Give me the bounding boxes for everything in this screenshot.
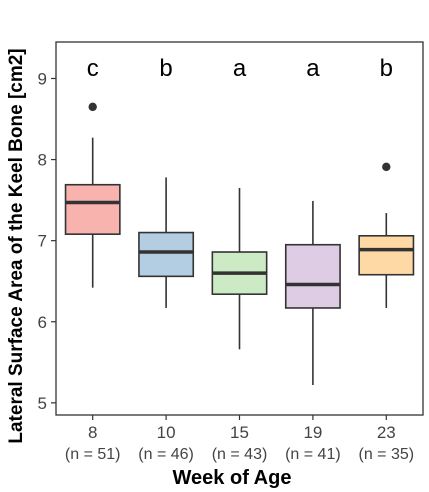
significance-letter: a (233, 55, 247, 82)
y-axis: 5 6 7 8 9 (38, 69, 56, 413)
x-sample-size-label: (n = 43) (212, 446, 268, 463)
y-tick-label: 6 (38, 313, 47, 332)
box-iqr (284, 243, 341, 309)
x-tick-label: 19 (303, 423, 322, 442)
x-tick-label: 23 (377, 423, 396, 442)
box-series (64, 102, 415, 385)
box-23 (358, 162, 415, 308)
outlier-point (382, 162, 391, 172)
box-8 (64, 102, 121, 288)
significance-letter: a (306, 55, 320, 82)
significance-letter: b (159, 55, 172, 82)
x-sample-size-label: (n = 46) (138, 446, 194, 463)
x-sample-size-label: (n = 51) (65, 446, 121, 463)
y-tick-label: 5 (38, 394, 47, 413)
x-sample-size-label: (n = 41) (285, 446, 341, 463)
x-tick-label: 8 (88, 423, 97, 442)
x-tick-label: 15 (230, 423, 249, 442)
box-iqr (138, 231, 195, 278)
y-tick-label: 8 (38, 151, 47, 170)
x-tick-label: 10 (157, 423, 176, 442)
y-axis-label: Lateral Surface Area of the Keel Bone [c… (6, 48, 27, 443)
box-19 (284, 200, 341, 385)
x-sample-size-label: (n = 35) (359, 446, 415, 463)
significance-letter: c (87, 55, 99, 82)
box-iqr (64, 183, 121, 235)
outlier-point (88, 102, 97, 112)
x-axis-label: Week of Age (173, 467, 292, 489)
significance-letter: b (380, 55, 393, 82)
box-10 (138, 177, 195, 308)
box-iqr (358, 234, 415, 276)
box-15 (211, 187, 268, 350)
y-tick-label: 9 (38, 69, 47, 88)
y-tick-label: 7 (38, 232, 47, 251)
x-axis: 8 (n = 51) 10 (n = 46) 15 (n = 43) 19 (n = 41) 2… (65, 415, 414, 463)
